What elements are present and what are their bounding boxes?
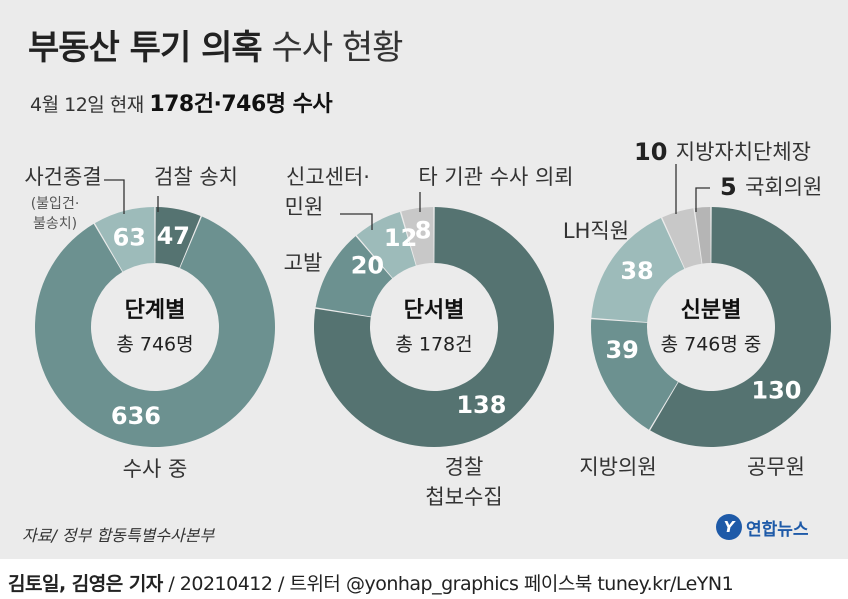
donut-1-label-2-b: 민원 <box>285 195 324 219</box>
donut-0-sublabel-2-b: 불송치) <box>33 216 77 232</box>
donut-2-label-0: 공무원 <box>747 455 805 479</box>
donut-2-segment-2 <box>591 217 685 323</box>
donut-1-center-sub: 총 178건 <box>395 334 472 356</box>
yonhap-logo-mark: Y <box>716 514 742 540</box>
donut-1-label-0-a: 경찰 <box>445 455 484 479</box>
donut-0-value-2: 63 <box>113 224 146 252</box>
footer-bar: 김토일, 김영은 기자 / 20210412 / 트위터 @yonhap_gra… <box>0 559 848 599</box>
title-bold: 부동산 투기 의혹 <box>28 28 263 68</box>
donut-0-center-title: 단계별 <box>125 298 186 323</box>
leader-1-a <box>340 213 373 230</box>
donut-1-value-3: 8 <box>415 217 432 245</box>
donut-2-segment-1 <box>591 319 678 430</box>
leader-0-a <box>104 179 125 214</box>
donut-2-value-4: 5 <box>720 173 745 201</box>
donut-2-label-text-4: 국회의원 <box>745 175 822 199</box>
donut-1-segment-3 <box>401 207 434 266</box>
donut-1-value-1: 20 <box>351 251 384 279</box>
donut-0-value-0: 47 <box>157 222 190 250</box>
donut-0-value-1: 636 <box>111 402 161 430</box>
donut-1-label-1: 고발 <box>284 251 323 275</box>
donut-0-segment-0 <box>155 207 201 268</box>
footer-reporters: 김토일, 김영은 기자 <box>8 573 163 595</box>
donut-2-center-sub: 총 746명 중 <box>661 334 762 356</box>
subtitle-highlight: 178건·746명 수사 <box>149 92 333 117</box>
donut-0-segment-2 <box>94 207 155 272</box>
subtitle-date: 4월 12일 현재 <box>30 94 144 116</box>
donut-2-label-1: 지방의원 <box>579 455 656 479</box>
donut-1-label-3: 타 기관 수사 의뢰 <box>418 165 573 189</box>
donut-1-value-2: 12 <box>384 224 417 252</box>
donut-1-label-0-b: 첩보수집 <box>425 485 502 509</box>
donut-1-segment-1 <box>315 236 393 317</box>
donut-2-value-2: 38 <box>620 257 653 285</box>
donut-2-label-text-3: 지방자치단체장 <box>676 140 811 164</box>
donut-0-segment-1 <box>35 216 276 448</box>
donut-1-center-title: 단서별 <box>404 298 465 323</box>
donut-0-sublabel-2-a: (불입건· <box>31 196 80 212</box>
chart-subtitle: 4월 12일 현재 178건·746명 수사 <box>30 86 333 118</box>
donut-1-segment-0 <box>313 207 554 447</box>
donut-0-label-0: 검찰 송치 <box>154 165 238 189</box>
source-note: 자료/ 정부 합동특별수사본부 <box>22 526 215 545</box>
donut-2-value-3: 10 <box>634 138 676 166</box>
donut-2-label-4: 5 국회의원 <box>720 173 822 201</box>
leader-2-b <box>695 187 710 212</box>
donut-2-center-title: 신분별 <box>681 298 742 323</box>
donut-2-segment-4 <box>694 207 711 264</box>
footer-rest: / 20210412 / 트위터 @yonhap_graphics 페이스북 t… <box>162 573 734 595</box>
donut-1-label-2-a: 신고센터· <box>286 165 370 189</box>
title-light: 수사 현황 <box>271 28 403 68</box>
yonhap-logo-text: 연합뉴스 <box>746 519 809 540</box>
donut-2-segment-0 <box>650 207 832 447</box>
yonhap-logo: Y 연합뉴스 <box>716 514 809 540</box>
donut-1-value-0: 138 <box>456 391 506 419</box>
chart-title: 부동산 투기 의혹 수사 현황 <box>28 20 403 69</box>
donut-2-segment-3 <box>662 208 702 269</box>
donut-0-center-sub: 총 746명 <box>116 334 193 356</box>
donut-2-value-0: 130 <box>751 377 801 405</box>
donut-2-label-3: 10 지방자치단체장 <box>634 138 811 166</box>
donut-2-value-1: 39 <box>605 336 638 364</box>
donut-0-label-2: 사건종결 <box>24 165 101 189</box>
footer-credits: 김토일, 김영은 기자 / 20210412 / 트위터 @yonhap_gra… <box>8 569 734 596</box>
donut-0-label-1: 수사 중 <box>123 457 188 481</box>
donut-2-label-2: LH직원 <box>563 219 629 243</box>
